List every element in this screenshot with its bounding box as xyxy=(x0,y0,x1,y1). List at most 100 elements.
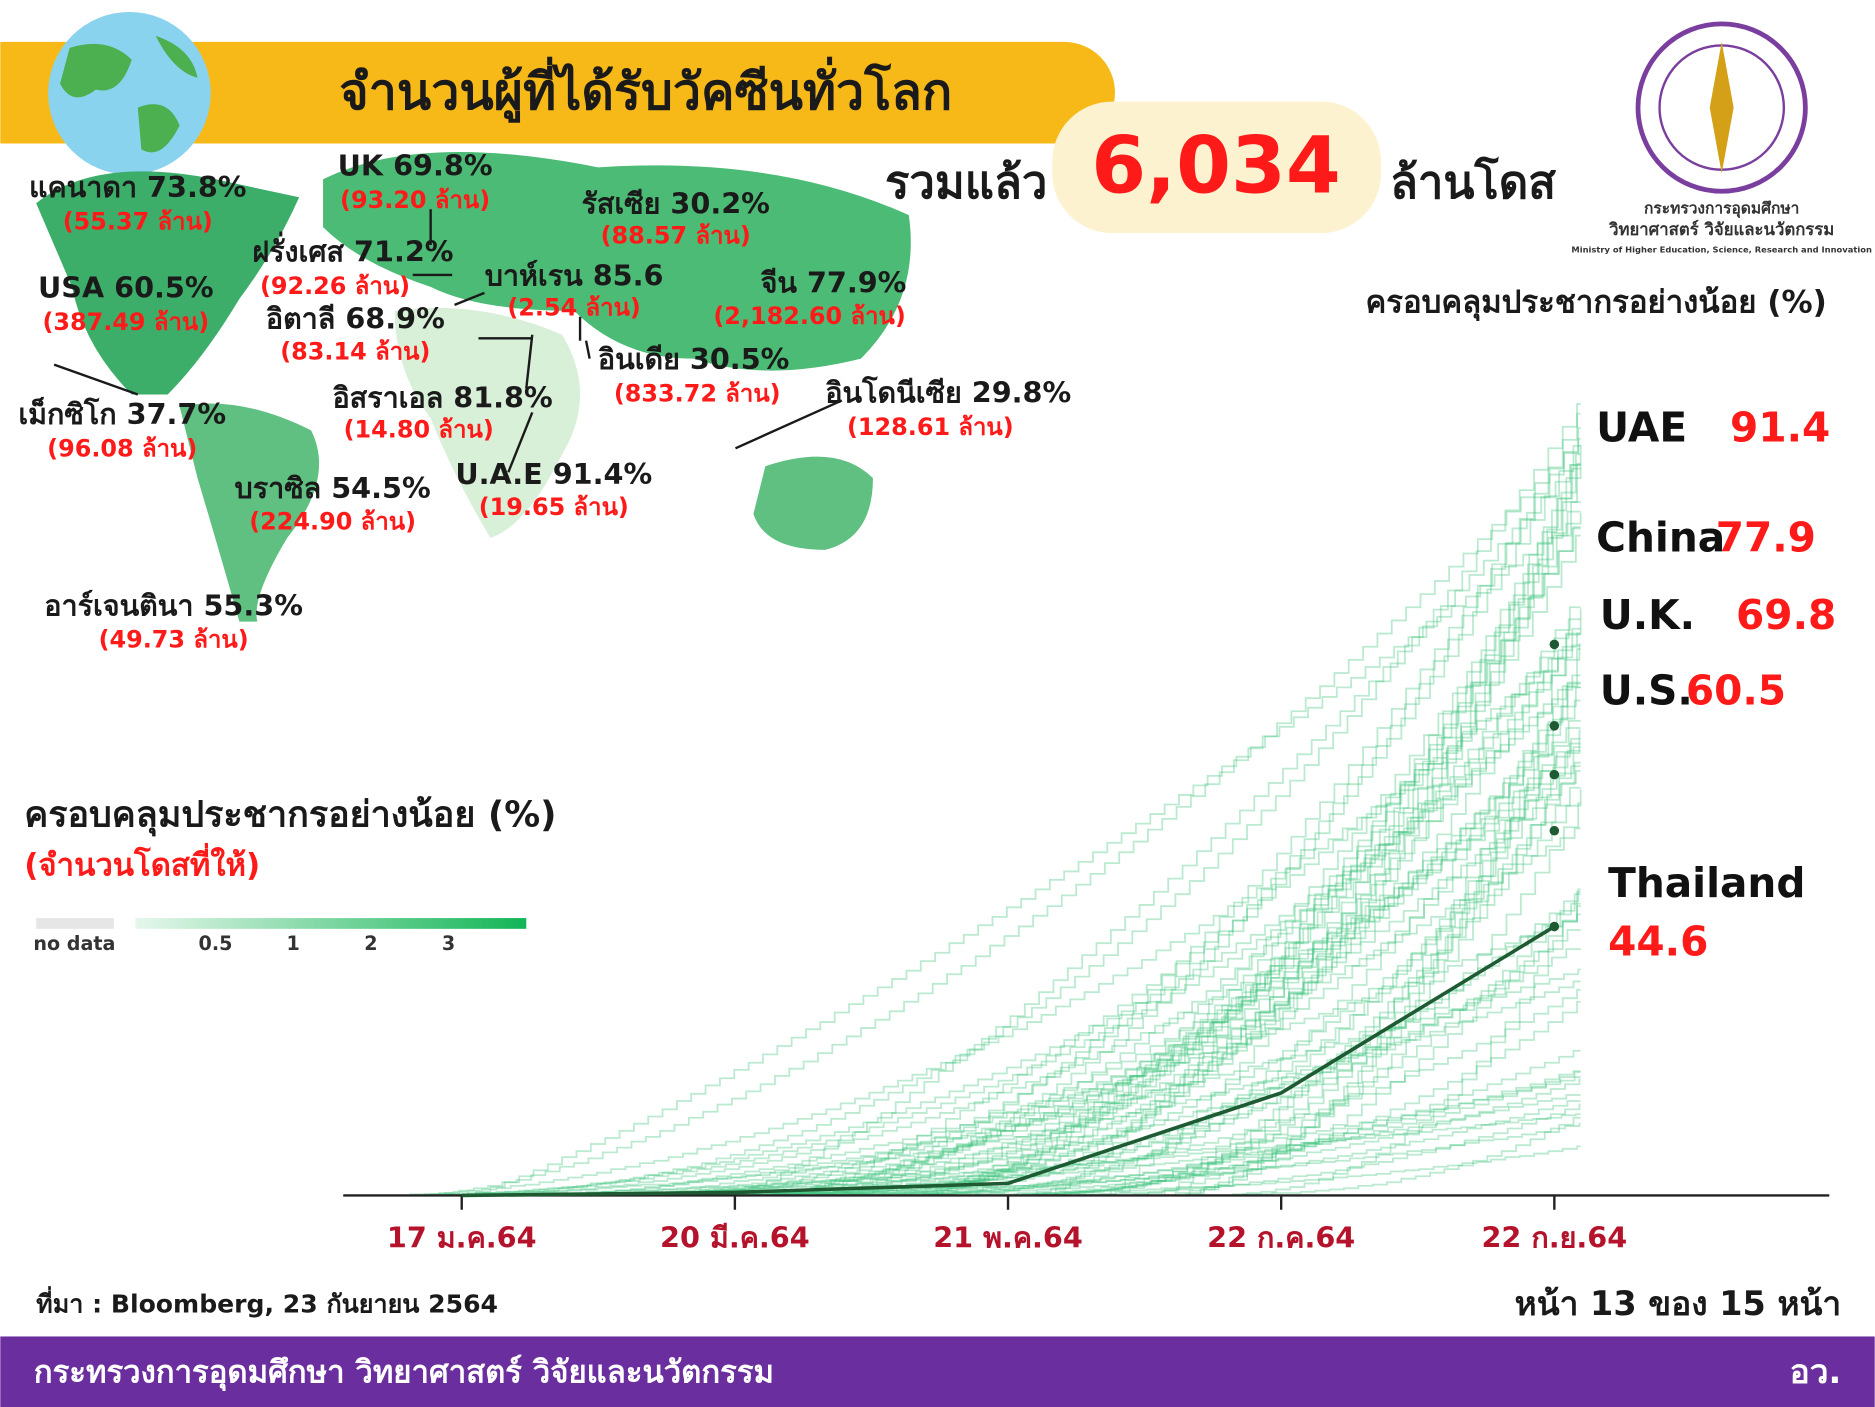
series-name: UAE xyxy=(1596,403,1687,451)
x-tick-label: 22 ก.ย.64 xyxy=(1481,1221,1627,1255)
series-line xyxy=(461,925,1556,1198)
background-line xyxy=(343,742,1581,1197)
map-doses: (224.90 ล้าน) xyxy=(249,507,416,535)
world-map xyxy=(36,151,911,622)
map-label: U.A.E 91.4% xyxy=(455,457,652,491)
legend-title: ครอบคลุมประชากรอย่างน้อย (%) xyxy=(24,794,556,836)
end-point xyxy=(1549,721,1560,731)
footer-bar xyxy=(0,1336,1875,1407)
footer-short: อว. xyxy=(1790,1352,1842,1391)
total-value: 6,034 xyxy=(1091,119,1341,211)
map-doses: (387.49 ล้าน) xyxy=(42,308,209,336)
background-line xyxy=(343,737,1581,1197)
background-line xyxy=(343,1103,1581,1197)
background-line xyxy=(343,464,1581,1197)
background-line xyxy=(343,1113,1581,1197)
background-line xyxy=(343,802,1581,1197)
end-point xyxy=(1549,825,1560,836)
map-label: บราซิล 54.5% xyxy=(235,471,431,505)
legend-tick: 0.5 xyxy=(199,932,233,955)
background-line xyxy=(343,1100,1581,1197)
source: ที่มา : Bloomberg, 23 กันยายน 2564 xyxy=(36,1285,498,1318)
end-point xyxy=(1549,639,1560,650)
series-value: 44.6 xyxy=(1608,917,1708,965)
background-line xyxy=(343,633,1581,1197)
map-label: เม็กซิโก 37.7% xyxy=(18,396,226,431)
logo-emblem xyxy=(1709,41,1734,174)
legend-tick: 3 xyxy=(442,932,455,955)
background-line xyxy=(343,980,1581,1197)
background-line xyxy=(343,913,1581,1197)
background-line xyxy=(343,968,1581,1197)
globe-land xyxy=(60,35,198,153)
background-line xyxy=(343,648,1581,1197)
map-label: รัสเซีย 30.2% xyxy=(581,187,769,221)
background-line xyxy=(343,681,1581,1197)
background-line xyxy=(343,453,1581,1197)
background-line xyxy=(343,988,1581,1197)
background-line xyxy=(343,1000,1581,1197)
pointer-arrow xyxy=(53,363,139,396)
map-label: อินเดีย 30.5% xyxy=(598,342,790,376)
map-label: อิสราเอล 81.8% xyxy=(332,380,552,414)
series-value: 69.8 xyxy=(1736,591,1836,639)
map-doses: (55.37 ล้าน) xyxy=(63,207,213,235)
series-name: U.S. xyxy=(1600,666,1693,714)
logo-text: Ministry of Higher Education, Science, R… xyxy=(1571,244,1872,254)
pointer-arrow xyxy=(734,399,843,450)
legend-subtitle: (จำนวนโดสที่ให้) xyxy=(24,843,260,884)
background-line xyxy=(343,618,1581,1197)
map-doses: (92.26 ล้าน) xyxy=(260,272,410,300)
background-line xyxy=(343,512,1582,1197)
background-line xyxy=(343,682,1581,1197)
map-doses: (88.57 ล้าน) xyxy=(601,222,751,250)
total-prefix: รวมแล้ว xyxy=(885,156,1047,209)
series-name: China xyxy=(1596,513,1725,561)
map-doses: (96.08 ล้าน) xyxy=(47,434,197,462)
background-line xyxy=(343,788,1582,1197)
legend-tick: 1 xyxy=(287,932,300,955)
background-line xyxy=(343,686,1581,1197)
map-doses: (93.20 ล้าน) xyxy=(340,186,490,214)
map-doses: (19.65 ล้าน) xyxy=(479,493,629,521)
title-banner xyxy=(0,41,1116,144)
x-tick-label: 21 พ.ค.64 xyxy=(933,1221,1083,1255)
total-suffix: ล้านโดส xyxy=(1390,155,1556,209)
background-line xyxy=(343,770,1581,1197)
background-line xyxy=(343,464,1581,1197)
map-label: ฝรั่งเศส 71.2% xyxy=(252,230,453,268)
background-line xyxy=(343,674,1581,1197)
background-line xyxy=(343,437,1581,1197)
background-line xyxy=(343,948,1581,1197)
background-line xyxy=(343,606,1581,1197)
background-line xyxy=(343,1049,1581,1197)
map-label: อิตาลี 68.9% xyxy=(266,301,445,335)
background-line xyxy=(343,893,1581,1197)
x-tick-label: 22 ก.ค.64 xyxy=(1207,1221,1355,1255)
legend-label: no data xyxy=(33,932,115,955)
background-line xyxy=(343,905,1581,1197)
background-line xyxy=(343,444,1581,1197)
background-line xyxy=(343,1071,1581,1197)
background-line xyxy=(343,427,1581,1197)
background-line xyxy=(343,632,1581,1197)
page-number: หน้า 13 ของ 15 หน้า xyxy=(1515,1284,1842,1323)
background-line xyxy=(343,746,1581,1197)
chart-title: ครอบคลุมประชากรอย่างน้อย (%) xyxy=(1365,285,1826,322)
background-line xyxy=(343,827,1581,1197)
background-line xyxy=(343,729,1581,1197)
background-line xyxy=(343,686,1581,1197)
background-line xyxy=(343,699,1581,1197)
pointer-arrow xyxy=(584,340,591,359)
background-line xyxy=(343,526,1581,1197)
map-doses: (14.80 ล้าน) xyxy=(344,415,494,443)
map-label: จีน 77.9% xyxy=(760,266,906,300)
series-value: 91.4 xyxy=(1730,403,1830,451)
background-line xyxy=(343,890,1581,1197)
end-point xyxy=(1549,769,1560,780)
pointer-arrow xyxy=(525,334,534,389)
background-line xyxy=(343,467,1581,1197)
map-doses: (83.14 ล้าน) xyxy=(280,338,430,366)
map-label: USA 60.5% xyxy=(38,270,214,304)
